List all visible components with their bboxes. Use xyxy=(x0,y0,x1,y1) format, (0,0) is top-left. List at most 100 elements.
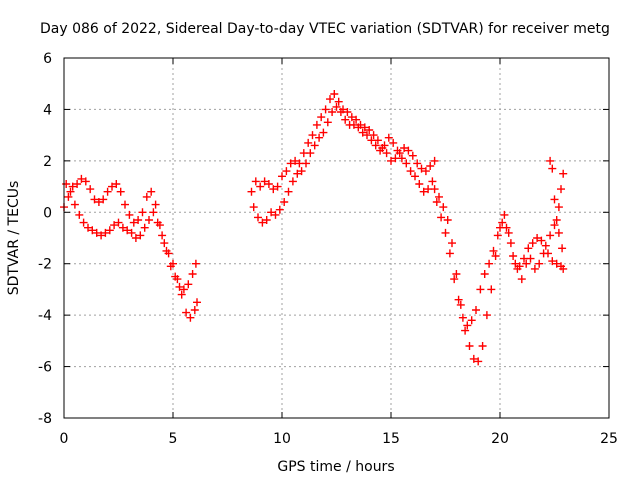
data-point xyxy=(428,177,437,186)
data-point xyxy=(472,306,480,314)
data-point xyxy=(302,159,310,168)
data-point xyxy=(400,144,409,152)
y-tick-label: -8 xyxy=(38,411,52,427)
data-point xyxy=(136,231,145,240)
data-point xyxy=(110,221,119,230)
data-point xyxy=(443,216,452,224)
data-point xyxy=(389,138,398,147)
data-point xyxy=(282,167,291,176)
data-point xyxy=(430,156,439,165)
data-point xyxy=(105,226,114,235)
grid-lines xyxy=(64,58,609,418)
data-point xyxy=(321,105,330,114)
data-point xyxy=(552,216,561,224)
y-tick-label: 0 xyxy=(43,205,52,221)
data-point xyxy=(94,198,103,206)
data-point xyxy=(92,228,101,237)
data-point xyxy=(84,223,92,232)
y-tick-label: -4 xyxy=(38,308,52,324)
data-point xyxy=(114,218,123,227)
data-point xyxy=(179,285,188,294)
data-point xyxy=(153,218,162,227)
data-point xyxy=(511,259,520,268)
data-point xyxy=(145,216,153,224)
y-tick-label: 6 xyxy=(43,51,52,67)
data-point xyxy=(489,246,498,255)
data-point xyxy=(121,200,129,209)
data-point xyxy=(127,228,136,237)
data-point xyxy=(411,172,419,181)
data-point xyxy=(306,149,315,158)
data-point xyxy=(334,97,343,106)
data-point xyxy=(256,182,265,191)
data-point xyxy=(354,123,363,132)
data-point xyxy=(559,264,568,273)
data-point xyxy=(97,231,106,240)
data-point xyxy=(260,177,269,186)
data-point xyxy=(131,234,140,242)
data-point xyxy=(415,180,424,188)
data-point xyxy=(552,259,561,268)
data-point xyxy=(485,259,494,268)
data-point xyxy=(365,126,374,134)
data-point xyxy=(182,308,191,317)
data-point xyxy=(358,128,367,137)
x-tick-label: 20 xyxy=(491,431,509,447)
data-point xyxy=(151,200,160,209)
data-point xyxy=(258,218,267,227)
data-point xyxy=(408,151,417,160)
data-point xyxy=(544,249,552,258)
series-segment-early-morning xyxy=(60,174,201,322)
data-point xyxy=(291,156,300,165)
data-point xyxy=(315,133,324,142)
data-point xyxy=(123,226,132,235)
data-point xyxy=(382,149,391,158)
data-point xyxy=(190,306,199,314)
data-point xyxy=(402,159,411,168)
chart-title: Day 086 of 2022, Sidereal Day-to-day VTE… xyxy=(40,21,610,37)
data-point xyxy=(249,203,258,212)
data-point xyxy=(251,177,260,186)
data-point xyxy=(461,326,470,335)
data-point xyxy=(158,231,167,240)
data-point xyxy=(502,223,511,232)
x-axis-label: GPS time / hours xyxy=(277,459,394,475)
data-point xyxy=(537,236,546,245)
data-point xyxy=(450,275,459,284)
data-point xyxy=(140,223,149,232)
data-point xyxy=(147,187,156,196)
data-point xyxy=(487,285,496,294)
data-point xyxy=(310,141,319,150)
data-point xyxy=(535,259,544,268)
data-point xyxy=(509,252,518,260)
data-point xyxy=(465,342,474,350)
data-point xyxy=(317,113,326,122)
x-tick-label: 15 xyxy=(382,431,400,447)
data-point xyxy=(413,159,422,168)
data-point xyxy=(517,275,526,284)
data-point xyxy=(522,259,531,268)
data-point xyxy=(554,203,563,212)
data-point xyxy=(437,213,446,222)
data-point xyxy=(387,156,395,165)
data-point xyxy=(328,108,337,116)
data-point xyxy=(323,118,332,127)
data-point xyxy=(160,239,169,248)
data-point xyxy=(341,115,350,124)
data-point xyxy=(363,131,371,140)
series-segment-evening xyxy=(430,156,568,366)
data-point xyxy=(77,174,86,183)
data-point xyxy=(474,357,483,366)
data-point xyxy=(417,164,426,173)
data-point xyxy=(73,180,82,188)
data-point xyxy=(191,259,200,268)
data-point xyxy=(554,228,563,237)
data-point xyxy=(68,182,77,191)
x-tick-label: 5 xyxy=(169,431,178,447)
data-point xyxy=(467,316,476,325)
data-point xyxy=(247,187,256,196)
data-point xyxy=(548,257,557,266)
data-point xyxy=(149,208,158,217)
data-point xyxy=(171,272,180,281)
